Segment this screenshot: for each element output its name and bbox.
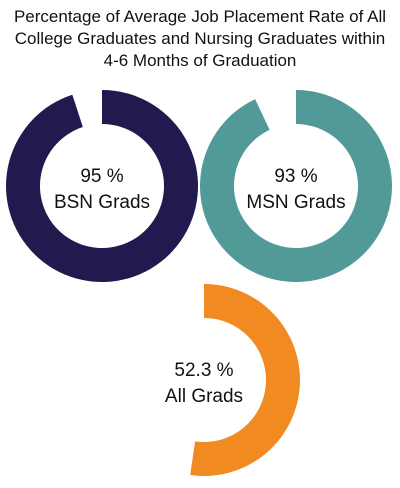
chart-title-line-2: College Graduates and Nursing Graduates … [14,29,386,48]
donut-value-all: 52.3 % [174,360,233,381]
donut-value-msn: 93 % [274,166,317,187]
donut-name-all: All Grads [165,386,243,407]
donut-name-bsn: BSN Grads [54,192,150,213]
donut-arc-bsn [6,90,199,282]
donut-arc-all [190,284,301,476]
chart-title: Percentage of Average Job Placement Rate… [0,6,400,72]
donut-bsn: 95 % BSN Grads [6,90,199,282]
donut-arc-msn [200,90,393,282]
donut-name-msn: MSN Grads [246,192,345,213]
chart-title-line-1: Percentage of Average Job Placement Rate… [13,7,387,26]
donut-msn: 93 % MSN Grads [200,90,393,282]
donut-all: 52.3 % All Grads [165,284,301,476]
chart-title-line-3: 4-6 Months of Graduation [103,51,297,70]
donut-value-bsn: 95 % [80,166,123,187]
